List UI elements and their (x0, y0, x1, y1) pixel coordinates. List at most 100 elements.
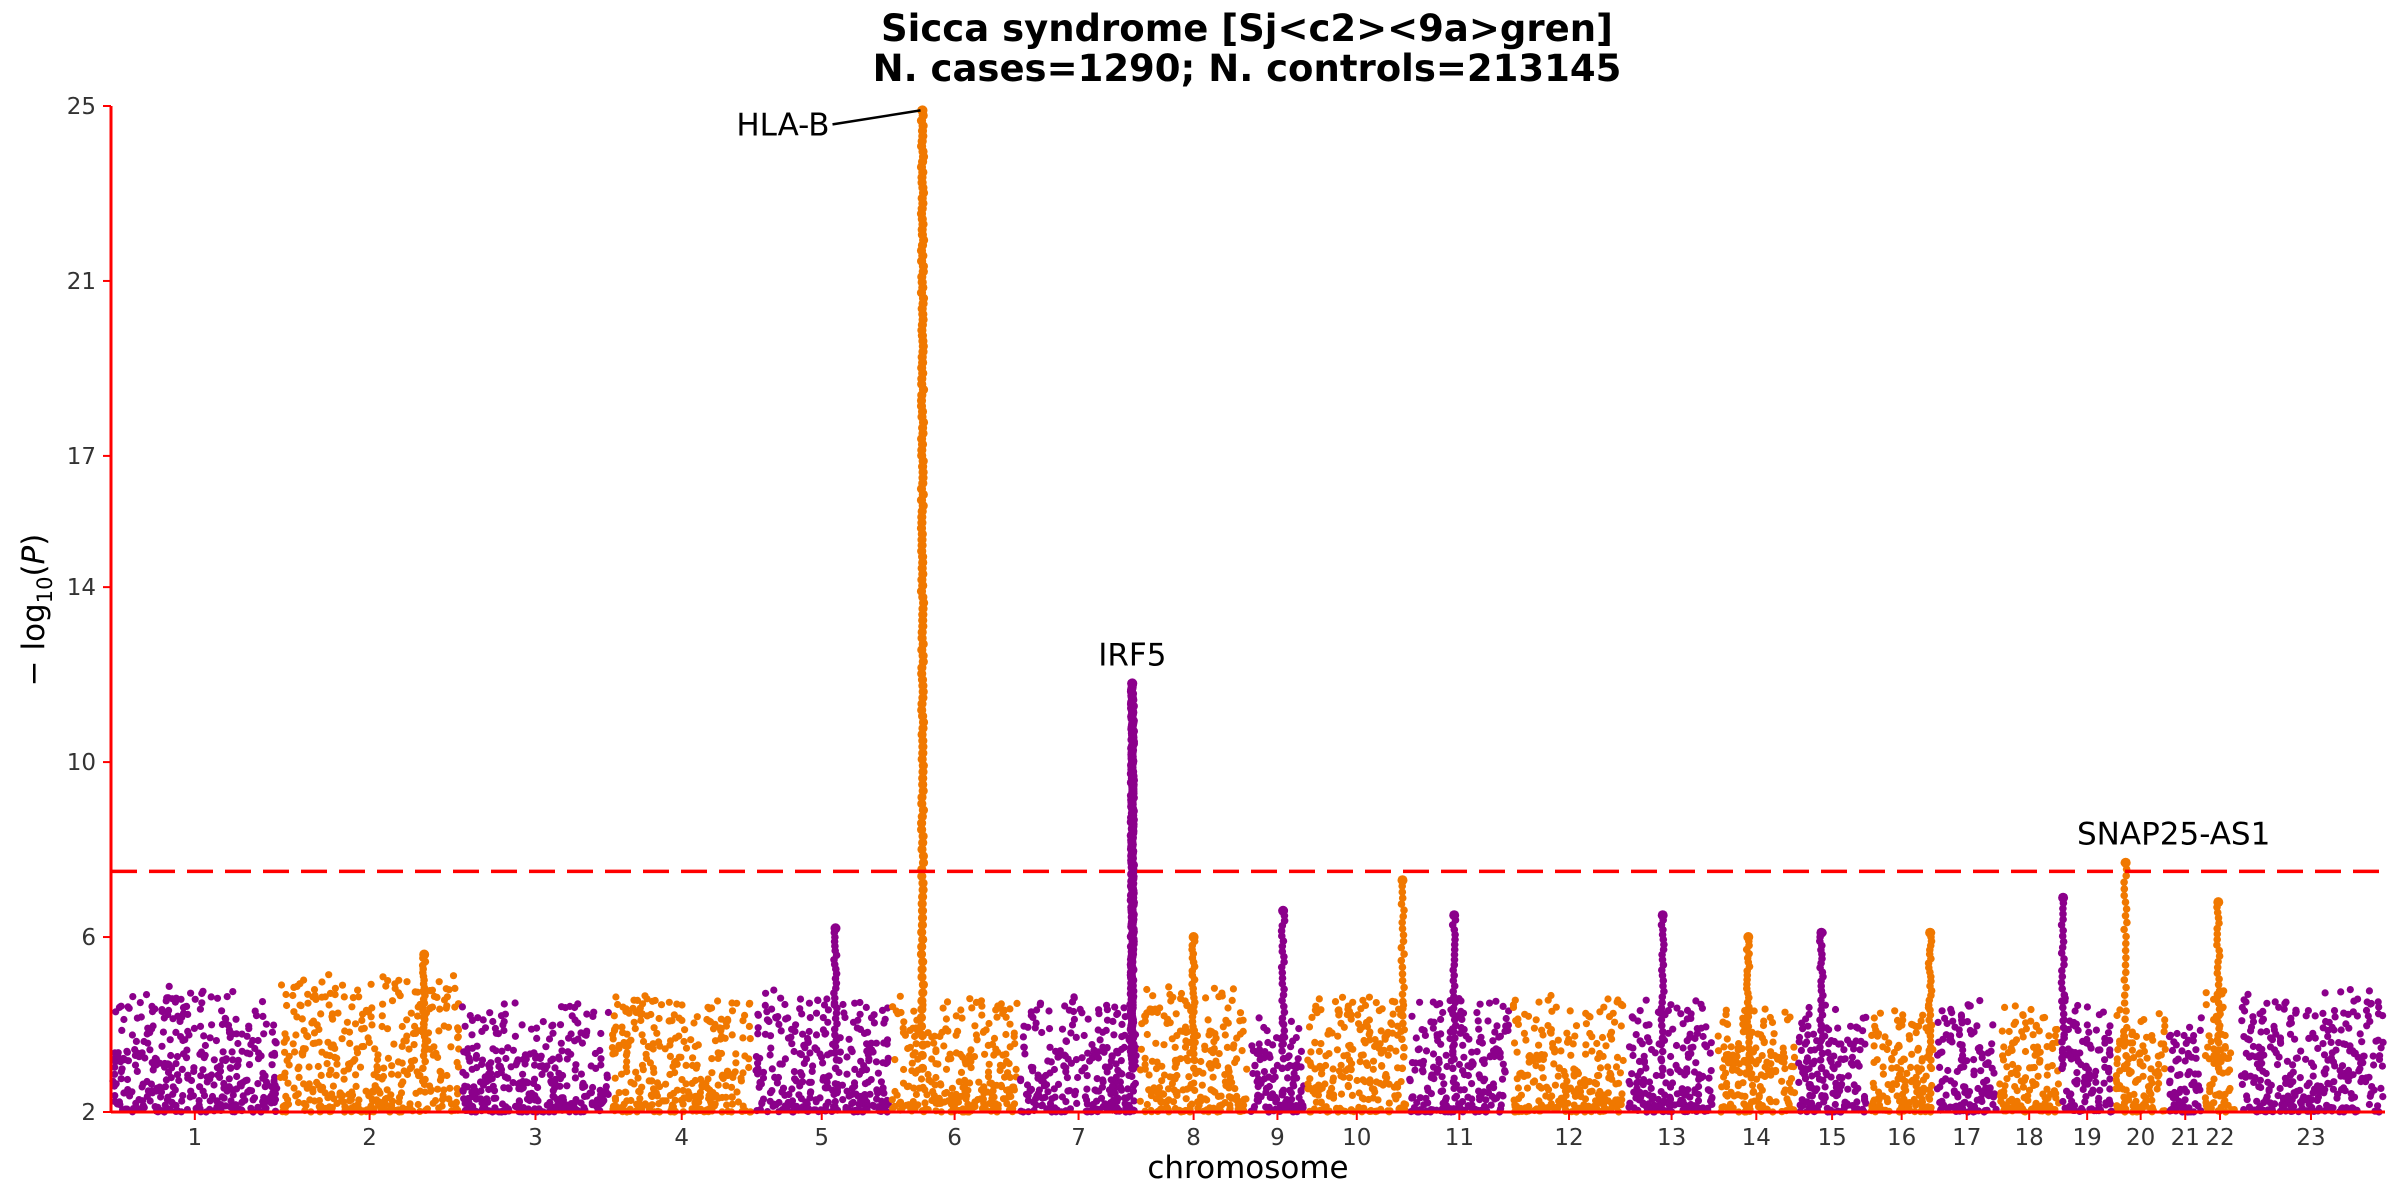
snp-point (962, 1060, 970, 1068)
snp-point (219, 1056, 227, 1064)
snp-point (1625, 1077, 1633, 1086)
snp-point (1103, 1016, 1112, 1024)
snp-point (880, 1089, 888, 1097)
snp-point (2018, 1028, 2026, 1036)
snp-point (1033, 1006, 1041, 1014)
snp-point (1920, 1086, 1928, 1094)
lead-snp-point (1278, 905, 1289, 916)
snp-point (497, 1069, 505, 1077)
snp-point (283, 1001, 291, 1010)
snp-point (271, 1051, 279, 1059)
snp-point (1250, 1103, 1259, 1111)
snp-point (304, 990, 312, 998)
snp-point (1004, 1086, 1013, 1094)
snp-point (1112, 1073, 1120, 1081)
snp-point (1491, 1028, 1499, 1036)
snp-point (318, 993, 326, 1001)
snp-point (1280, 1100, 1288, 1108)
snp-point (494, 1030, 502, 1038)
snp-point (1804, 1031, 1812, 1039)
snp-point (1512, 1102, 1521, 1110)
snp-point (172, 1028, 180, 1036)
snp-point (435, 978, 443, 986)
snp-point (143, 1030, 151, 1038)
snp-point (1207, 1028, 1215, 1036)
snp-point (184, 1027, 192, 1035)
snp-point (2106, 1085, 2114, 1093)
snp-point (1273, 1034, 1281, 1042)
snp-point (877, 1078, 886, 1086)
snp-point (2153, 1085, 2161, 1093)
snp-point (864, 1078, 872, 1086)
snp-point (1375, 1007, 1383, 1015)
snp-point (168, 995, 176, 1003)
snp-point (531, 1061, 539, 1069)
snp-point (1547, 991, 1555, 1000)
snp-point (1334, 1032, 1342, 1040)
snp-point (2034, 1072, 2042, 1080)
snp-point (292, 1031, 300, 1039)
snp-point (1355, 1020, 1363, 1028)
snp-point (1190, 1056, 1199, 1065)
snp-point (225, 1075, 233, 1083)
snp-point (1160, 1012, 1168, 1020)
snp-point (111, 1070, 119, 1078)
snp-point (1734, 1046, 1742, 1054)
snp-point (270, 1021, 278, 1029)
snp-point (451, 984, 459, 993)
snp-point (1044, 1088, 1052, 1096)
snp-point (1638, 1040, 1646, 1048)
snp-point (889, 1003, 897, 1011)
snp-point (200, 1054, 208, 1062)
chromosome-14-points (1714, 932, 1799, 1116)
snp-point (1344, 1083, 1352, 1091)
snp-point (2009, 1060, 2017, 1069)
snp-point (1666, 1093, 1674, 1101)
snp-point (1360, 1095, 1368, 1103)
snp-point (918, 957, 928, 967)
snp-point (1963, 1018, 1972, 1026)
snp-point (232, 1101, 240, 1109)
snp-point (567, 1030, 575, 1038)
snp-point (819, 1014, 827, 1022)
snp-point (399, 1104, 407, 1112)
snp-point (906, 1026, 914, 1034)
snp-point (224, 1021, 233, 1029)
snp-point (883, 1036, 892, 1044)
snp-point (1761, 1005, 1769, 1013)
snp-point (681, 1026, 689, 1034)
snp-point (1442, 1102, 1451, 1110)
snp-point (292, 1092, 300, 1100)
snp-point (917, 964, 927, 974)
snp-point (812, 1098, 820, 1106)
snp-point (1218, 989, 1226, 997)
snp-point (1062, 1098, 1070, 1106)
snp-point (656, 1083, 664, 1091)
snp-point (722, 1082, 730, 1090)
snp-point (491, 1024, 499, 1032)
snp-point (1117, 1057, 1125, 1065)
snp-point (2000, 1043, 2008, 1051)
snp-point (2036, 1056, 2044, 1064)
snp-point (172, 1060, 180, 1068)
snp-point (1654, 1095, 1662, 1104)
snp-point (419, 1064, 427, 1073)
lead-snp-point (419, 949, 430, 960)
snp-point (454, 1033, 462, 1041)
snp-point (1406, 1075, 1414, 1083)
snp-point (325, 1001, 333, 1009)
snp-point (1787, 1075, 1796, 1083)
snp-point (722, 1093, 730, 1101)
snp-point (1790, 1063, 1798, 1071)
snp-point (2073, 1076, 2081, 1084)
snp-point (1224, 1066, 1233, 1074)
snp-point (1397, 900, 1406, 908)
snp-point (1190, 1050, 1198, 1058)
snp-point (1733, 1052, 1741, 1060)
snp-point (899, 1079, 908, 1087)
snp-point (1588, 1047, 1596, 1055)
snp-point (1956, 1040, 1964, 1049)
snp-point (1398, 990, 1407, 999)
snp-point (2085, 1070, 2093, 1078)
snp-point (1535, 1055, 1543, 1063)
